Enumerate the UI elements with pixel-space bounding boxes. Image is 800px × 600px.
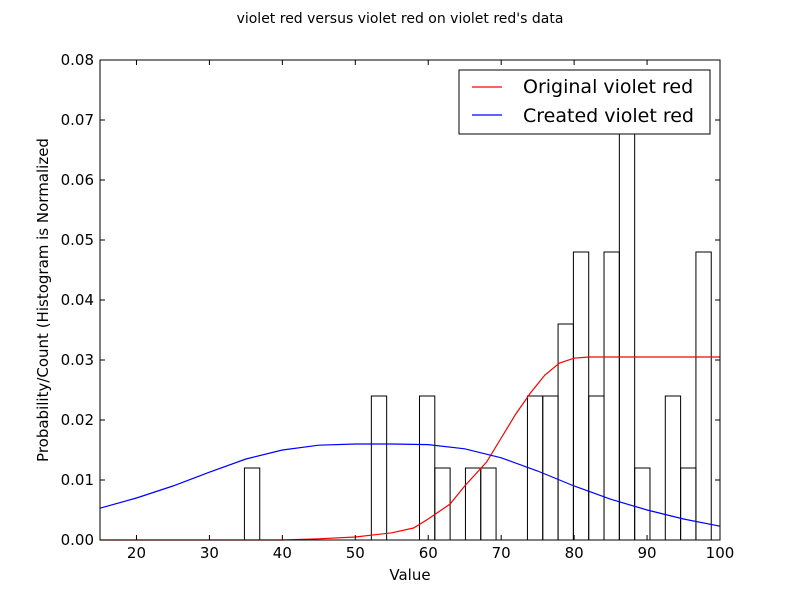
x-tick-label: 40 — [273, 544, 292, 562]
axis-ticks: 20 30 40 50 60 70 80 90 100 0.00 0.01 0.02 0.03 0.04 0… — [61, 51, 735, 562]
y-tick-label: 0.02 — [61, 411, 94, 429]
x-tick-label: 100 — [706, 544, 735, 562]
y-tick-label: 0.03 — [61, 351, 94, 369]
plot-area — [100, 60, 720, 540]
y-tick-label: 0.07 — [61, 111, 94, 129]
legend: Original violet red Created violet red — [458, 69, 711, 135]
legend-label-created: Created violet red — [523, 105, 694, 127]
series-lines — [99, 356, 721, 541]
x-tick-label: 90 — [638, 544, 657, 562]
y-tick-label: 0.01 — [61, 471, 94, 489]
y-tick-label: 0.06 — [61, 171, 94, 189]
x-tick-label: 70 — [492, 544, 511, 562]
legend-box — [458, 69, 711, 135]
y-axis-label: Probability/Count (Histogram is Normaliz… — [34, 138, 52, 462]
x-tick-label: 80 — [565, 544, 584, 562]
x-tick-label: 60 — [419, 544, 438, 562]
x-tick-label: 50 — [346, 544, 365, 562]
legend-label-original: Original violet red — [523, 76, 693, 98]
x-axis-label: Value — [389, 566, 430, 584]
series-line — [99, 443, 721, 527]
series-line — [100, 356, 720, 541]
y-tick-label: 0.08 — [61, 51, 94, 69]
x-tick-label: 20 — [127, 544, 146, 562]
y-tick-label: 0.04 — [61, 291, 94, 309]
x-tick-label: 30 — [200, 544, 219, 562]
y-tick-label: 0.05 — [61, 231, 94, 249]
y-tick-label: 0.00 — [61, 531, 94, 549]
chart-title: violet red versus violet red on violet r… — [237, 11, 564, 27]
